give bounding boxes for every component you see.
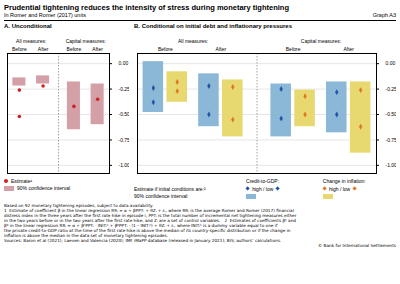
html-text:in the two years before or in: in the two years before or in the two ye…: [4, 218, 296, 224]
html-text:In Romer and Romer (2017) unit: In Romer and Romer (2017) units: [4, 12, 86, 18]
svg-text:0.00: 0.00: [386, 60, 396, 66]
svg-text:All measures:: All measures:: [178, 37, 208, 43]
html-text:high / low: high / low: [252, 185, 274, 192]
html-text:Estimate¹: Estimate¹: [11, 177, 33, 184]
svg-text:-0.25: -0.25: [386, 86, 397, 92]
svg-text:Before: Before: [158, 45, 173, 51]
svg-text:All measures:: All measures:: [16, 37, 46, 43]
html-text:Sources: Baron et al (2021); L: Sources: Baron et al (2021); Laeven and …: [4, 238, 282, 244]
svg-text:Before: Before: [12, 45, 27, 51]
html-text:B. Conditional on initial debt: B. Conditional on initial debt and infla…: [134, 23, 292, 30]
svg-text:-1.00: -1.00: [386, 162, 397, 168]
html-text:Graph A3: Graph A3: [372, 12, 396, 18]
html-text:Change in inflation:: Change in inflation:: [322, 177, 366, 184]
html-text:the private credit-to-GDP rati: the private credit-to-GDP ratio at the t…: [4, 228, 291, 234]
html-text:high / low: high / low: [329, 185, 351, 192]
html-text:90% confidence interval:: 90% confidence interval:: [134, 193, 189, 200]
svg-text:-0.75: -0.75: [386, 136, 397, 142]
svg-text:-1.00: -1.00: [119, 162, 130, 168]
html-text:1 Estimate of coefficient β in: 1 Estimate of coefficient β in the linea…: [4, 208, 294, 214]
html-text:A. Unconditional: A. Unconditional: [4, 23, 52, 30]
html-text:Prudential tightening reduces: Prudential tightening reduces the intens…: [4, 3, 289, 12]
html-text:90% confidence interval: 90% confidence interval: [17, 184, 71, 191]
svg-text:-0.75: -0.75: [119, 136, 130, 142]
svg-text:After: After: [216, 45, 227, 51]
svg-text:Before: Before: [286, 45, 301, 51]
svg-text:-0.50: -0.50: [386, 111, 397, 117]
svg-text:-0.50: -0.50: [119, 111, 130, 117]
html-text:© Bank for International Settl: © Bank for International Settlements: [318, 243, 396, 249]
svg-text:Before: Before: [67, 45, 82, 51]
svg-text:0.00: 0.00: [119, 60, 129, 66]
html-text:distress index in the three ye: distress index in the three years after …: [4, 213, 297, 219]
svg-text:-0.25: -0.25: [119, 86, 130, 92]
html-text:Estimate if initial conditions: Estimate if initial conditions are:²: [134, 185, 206, 192]
html-text:Based on 92 monetary tightenin: Based on 92 monetary tightening episodes…: [4, 203, 154, 209]
html-text:βᵇ in the linear regression RR: βᵇ in the linear regression RRᵢ = α + βʰ…: [4, 223, 278, 229]
html-text:inflation is above the median: inflation is above the median in the dat…: [4, 233, 168, 239]
svg-text:Capital measures:: Capital measures:: [301, 37, 341, 43]
html-text:Credit-to-GDP:: Credit-to-GDP:: [246, 177, 280, 184]
svg-text:After: After: [343, 45, 354, 51]
svg-text:Capital measures:: Capital measures:: [66, 37, 106, 43]
svg-text:After: After: [92, 45, 103, 51]
svg-text:After: After: [38, 45, 49, 51]
